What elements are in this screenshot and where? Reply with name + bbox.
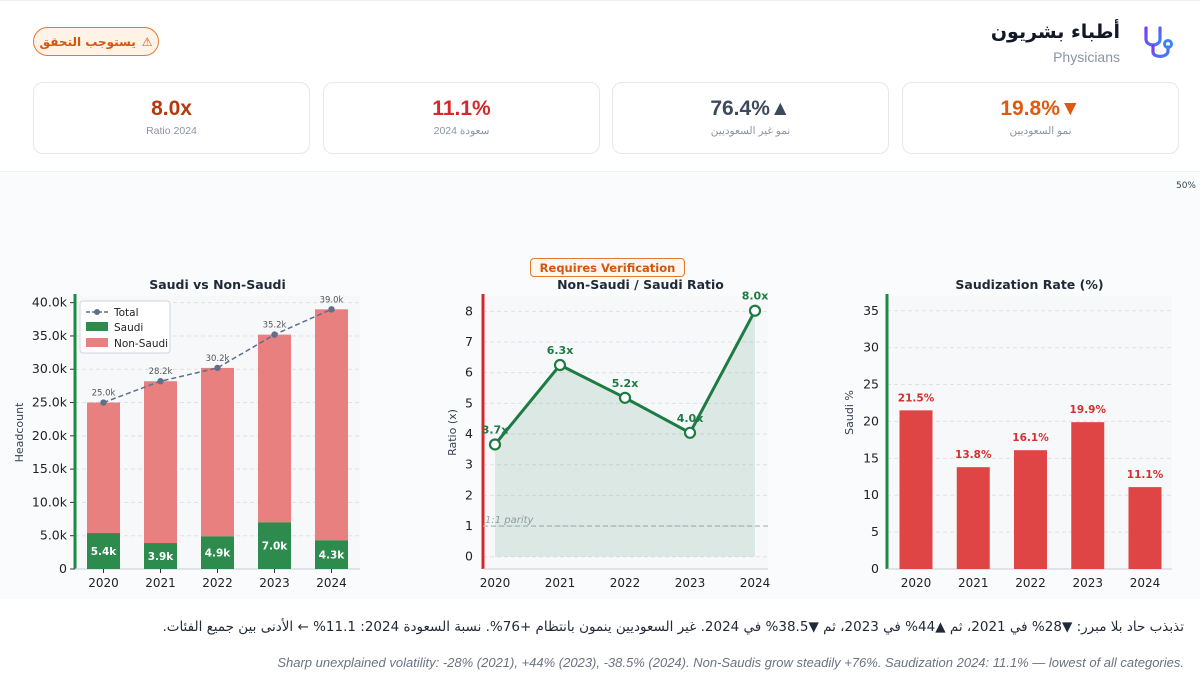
kpi-value: 19.8%▼ [1000,97,1081,120]
kpi-card-ratio: 8.0x Ratio 2024 [33,82,310,154]
kpi-label: Ratio 2024 [146,125,197,137]
kpi-label: نمو غير السعوديين [710,125,791,137]
kpi-value: 76.4%▲ [710,97,791,120]
kpi-value: 8.0x [151,97,192,120]
kpi-label: سعودة 2024 [433,125,490,137]
kpi-label: نمو السعوديين [1009,125,1072,137]
page-title: أطباء بشريون [990,21,1120,43]
kpi-value: 11.1% [432,97,491,120]
footer-english-note: Sharp unexplained volatility: -28% (2021… [277,655,1184,670]
kpi-card-nonsaudi-growth: 76.4%▲ نمو غير السعوديين [612,82,889,154]
verification-badge-label: يستوجب التحقق [39,34,136,49]
corner-percent-label: 50% [1175,181,1196,191]
chart-area [0,171,1200,599]
footer-notes: تذبذب حاد بلا مبرر: ▼28% في 2021، ثم ▲44… [0,599,1200,685]
requires-verification-badge[interactable]: Requires Verification [530,258,685,277]
page-subtitle: Physicians [1053,49,1120,65]
warning-icon: ⚠ [141,34,153,49]
stethoscope-icon [1144,26,1173,58]
footer-arabic-note: تذبذب حاد بلا مبرر: ▼28% في 2021، ثم ▲44… [162,619,1184,635]
kpi-card-saudi-growth: 19.8%▼ نمو السعوديين [902,82,1179,154]
kpi-card-saudization: 11.1% سعودة 2024 [323,82,600,154]
verification-badge[interactable]: ⚠ يستوجب التحقق [33,27,159,56]
